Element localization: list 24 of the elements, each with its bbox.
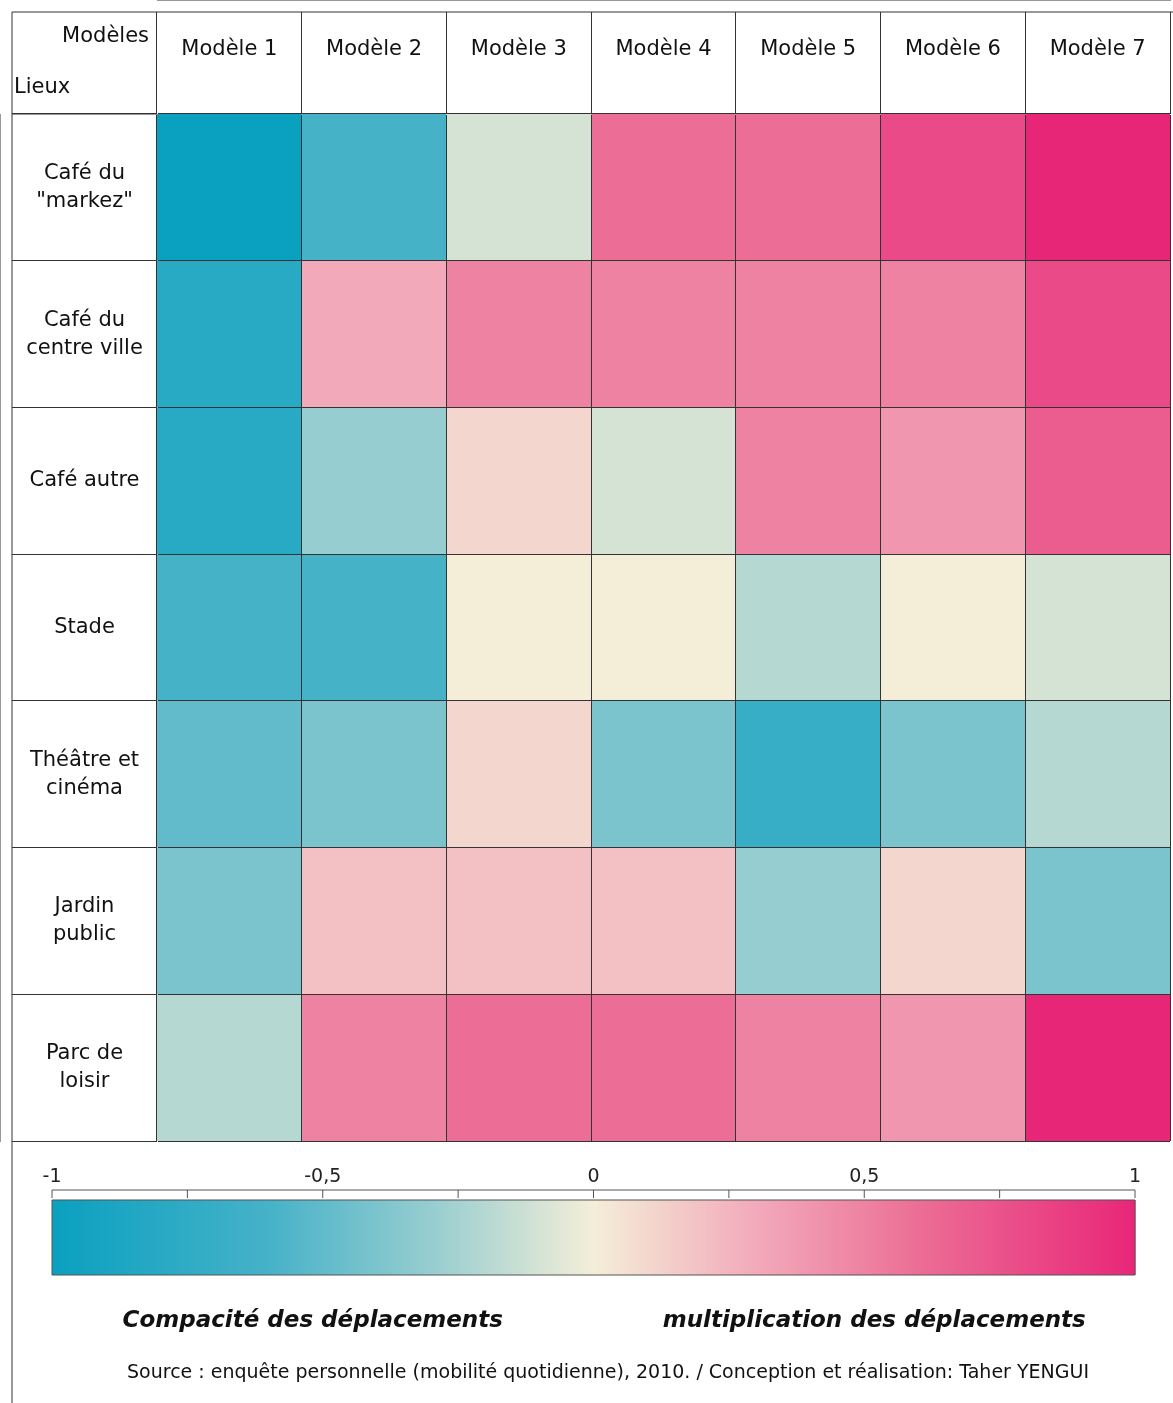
y-tick-label: Parc de loisir [45,1040,124,1093]
source-note: Source : enquête personnelle (mobilité quotidienne), 2010. / Conception et réalisation: Taher YENGUI [127,1360,1089,1382]
y-tick-label: Café du "markez" [36,159,133,212]
y-tick-label: Stade [54,613,115,638]
color-bar-label: 0 [587,1164,600,1186]
y-tick-label: Jardin public [52,893,117,946]
x-tick-label: Modèle 3 [470,35,567,60]
y-axis-title: Lieux [14,74,71,99]
text: multiplication des déplacements [662,1306,1086,1332]
color-bar-label: 0,5 [849,1164,880,1186]
color-bar-label: -0,5 [304,1164,342,1186]
x-tick-label: Modèle 6 [904,35,1001,60]
x-tick-label: Modèle 1 [181,35,278,60]
x-tick-label: Modèle 7 [1049,35,1146,60]
color-bar-label: 1 [1128,1164,1142,1186]
x-tick-label: Modèle 2 [326,35,423,60]
x-axis-title: Modèles [62,23,149,48]
y-tick-label: Café autre [29,467,140,492]
color-bar-label: -1 [42,1164,62,1186]
y-tick-label: Théâtre et cinéma [28,746,140,799]
x-tick-label: Modèle 5 [760,35,857,60]
x-tick-label: Modèle 4 [615,35,712,60]
y-tick-label: Café du centre ville [26,306,143,359]
text: Compacité des déplacements [122,1306,503,1332]
